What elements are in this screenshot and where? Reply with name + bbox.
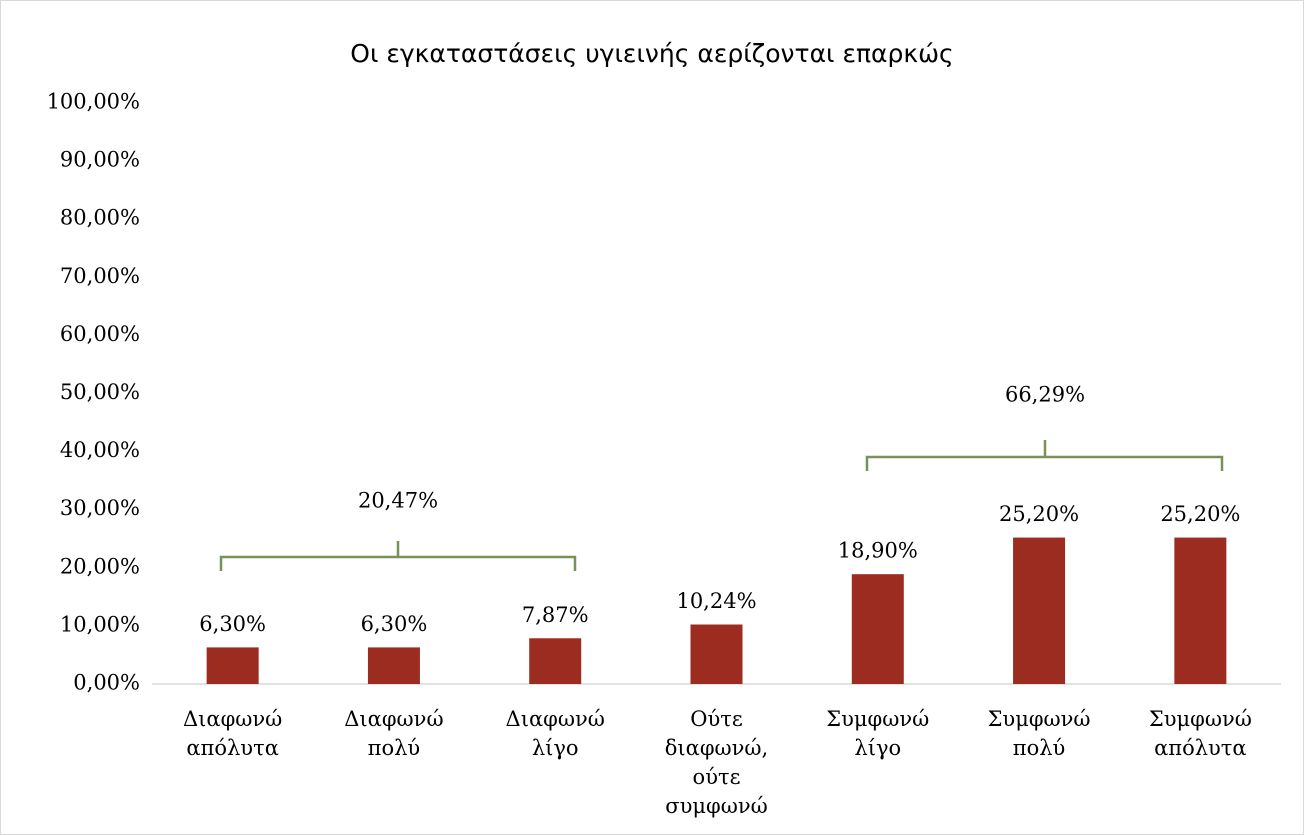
data-label: 25,20% bbox=[1160, 502, 1240, 526]
y-tick-label: 50,00% bbox=[60, 380, 140, 404]
bar bbox=[1174, 537, 1227, 684]
x-tick-label: Διαφωνώ λίγο bbox=[506, 707, 605, 760]
y-tick-label: 90,00% bbox=[60, 148, 140, 172]
data-label: 7,87% bbox=[522, 603, 589, 627]
data-label: 25,20% bbox=[999, 502, 1079, 526]
bar bbox=[690, 624, 743, 684]
bracket-right bbox=[865, 440, 1224, 471]
bar bbox=[206, 647, 259, 684]
y-tick-label: 10,00% bbox=[60, 612, 140, 636]
bracket-left bbox=[219, 541, 577, 571]
y-tick-label: 100,00% bbox=[47, 90, 140, 114]
x-tick-label: Συμφωνώ λίγο bbox=[826, 707, 929, 760]
data-label: 6,30% bbox=[361, 612, 428, 636]
annotation: 66,29% bbox=[1005, 383, 1085, 407]
x-tick-label: Διαφωνώ απόλυτα bbox=[183, 707, 282, 760]
x-tick-label: Συμφωνώ πολύ bbox=[988, 707, 1091, 760]
data-label: 6,30% bbox=[199, 612, 266, 636]
data-label: 10,24% bbox=[676, 589, 756, 613]
bar bbox=[851, 574, 904, 684]
annotation: 20,47% bbox=[358, 489, 438, 513]
x-tick-label: Ούτε διαφωνώ, ούτε συμφωνώ bbox=[665, 707, 768, 818]
chart-title: Οι εγκαταστάσεις υγιεινής αερίζονται επα… bbox=[350, 39, 953, 68]
bar bbox=[1013, 537, 1066, 684]
y-tick-label: 80,00% bbox=[60, 206, 140, 230]
y-tick-label: 60,00% bbox=[60, 322, 140, 346]
x-tick-label: Διαφωνώ πολύ bbox=[344, 707, 443, 760]
bar bbox=[529, 638, 582, 684]
bar bbox=[367, 647, 420, 684]
y-tick-label: 20,00% bbox=[60, 554, 140, 578]
y-tick-label: 40,00% bbox=[60, 438, 140, 462]
y-tick-label: 0,00% bbox=[73, 671, 140, 695]
y-tick-label: 70,00% bbox=[60, 264, 140, 288]
x-tick-label: Συμφωνώ απόλυτα bbox=[1149, 707, 1252, 760]
data-label: 18,90% bbox=[838, 539, 918, 563]
y-tick-label: 30,00% bbox=[60, 496, 140, 520]
